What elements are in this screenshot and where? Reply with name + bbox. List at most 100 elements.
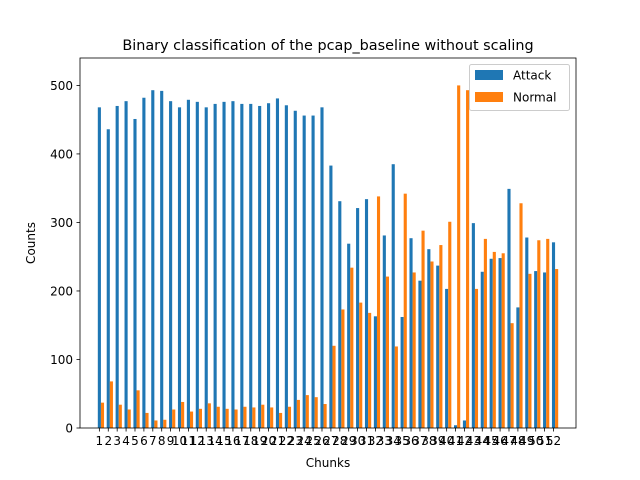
bar-normal-1: [100, 402, 105, 428]
bar-attack-31: [364, 199, 369, 428]
x-tick-label: 50: [528, 434, 543, 448]
bar-normal-6: [145, 412, 149, 428]
bar-attack-47: [507, 188, 511, 428]
x-tick-label: 23: [288, 434, 303, 448]
bar-normal-24: [305, 395, 309, 428]
bar-normal-23: [296, 399, 300, 428]
bar-attack-23: [293, 110, 297, 428]
x-tick-label: 49: [519, 434, 534, 448]
bar-attack-34: [391, 164, 395, 428]
bar-normal-3: [118, 404, 122, 428]
x-tick-label: 11: [181, 434, 196, 448]
plot-frame: [79, 57, 577, 429]
bar-attack-10: [177, 107, 182, 428]
bar-attack-36: [409, 238, 413, 428]
bar-normal-16: [234, 409, 238, 428]
x-tick-label: 9: [167, 434, 175, 448]
legend-label-normal: Normal: [513, 91, 556, 105]
bar-normal-39: [439, 245, 443, 428]
bar-normal-8: [163, 419, 167, 428]
bar-attack-52: [551, 242, 556, 428]
x-tick-label: 8: [158, 434, 166, 448]
bar-attack-38: [427, 249, 431, 428]
bar-normal-11: [189, 411, 194, 428]
bar-attack-5: [133, 118, 137, 429]
bar-normal-35: [403, 193, 407, 428]
x-tick-label: 3: [113, 434, 121, 448]
bar-normal-26: [323, 404, 327, 428]
x-tick-label: 25: [305, 434, 320, 448]
x-tick-label: 30: [350, 434, 365, 448]
x-tick-label: 16: [225, 434, 240, 448]
bar-normal-29: [350, 267, 354, 428]
bar-normal-44: [483, 238, 487, 428]
bar-normal-28: [341, 309, 345, 428]
x-tick-label: 35: [394, 434, 409, 448]
y-tick-label: 300: [50, 216, 73, 230]
bar-normal-5: [136, 390, 140, 428]
bar-normal-9: [172, 409, 176, 428]
bar-attack-32: [373, 316, 377, 428]
bar-attack-39: [436, 265, 440, 428]
x-tick-label: 26: [314, 434, 329, 448]
x-tick-label: 38: [421, 434, 436, 448]
bar-attack-26: [320, 107, 324, 428]
bar-normal-4: [127, 409, 131, 428]
bar-attack-30: [356, 208, 360, 428]
bar-normal-52: [555, 269, 559, 428]
ticks-layer: 1 2 3 4 5 6 7 8 91011121314151617181920212223242…: [50, 79, 561, 448]
bar-normal-32: [376, 196, 381, 428]
x-tick-label: 33: [377, 434, 392, 448]
bar-attack-37: [418, 280, 422, 428]
x-tick-label: 47: [501, 434, 516, 448]
bar-attack-44: [480, 271, 484, 428]
bar-normal-36: [412, 272, 416, 428]
bar-normal-14: [216, 406, 220, 428]
bar-attack-6: [142, 97, 146, 429]
bar-attack-40: [445, 288, 449, 428]
bar-normal-21: [279, 412, 283, 428]
y-tick-label: 200: [50, 284, 73, 298]
bar-attack-51: [543, 272, 547, 428]
bar-attack-42: [462, 420, 467, 428]
legend-label-attack: Attack: [513, 69, 551, 83]
bar-normal-49: [528, 273, 532, 428]
x-tick-label: 31: [359, 434, 374, 448]
x-tick-label: 36: [403, 434, 418, 448]
bar-attack-20: [267, 103, 271, 428]
bar-normal-30: [359, 302, 363, 428]
chart-title: Binary classification of the pcap_baseli…: [122, 38, 533, 54]
x-tick-label: 42: [457, 434, 472, 448]
y-tick-label: 0: [65, 422, 73, 436]
bar-normal-19: [261, 404, 265, 428]
bar-normal-34: [394, 346, 398, 428]
bar-normal-18: [252, 407, 256, 428]
bar-attack-8: [160, 90, 164, 428]
x-tick-label: 12: [190, 434, 205, 448]
bar-attack-13: [204, 107, 208, 428]
x-tick-label: 34: [386, 434, 401, 448]
bar-attack-18: [249, 103, 253, 428]
bar-attack-11: [186, 99, 190, 428]
bar-normal-48: [519, 203, 523, 428]
legend: Attack Normal: [469, 64, 570, 111]
y-tick-label: 500: [50, 79, 73, 93]
bar-normal-50: [537, 240, 541, 428]
x-tick-label: 22: [279, 434, 294, 448]
x-tick-label: 1: [96, 434, 104, 448]
bar-attack-7: [151, 90, 155, 428]
bar-normal-47: [510, 323, 514, 428]
bar-attack-48: [516, 307, 520, 428]
bar-attack-27: [329, 165, 333, 428]
bar-attack-50: [534, 271, 538, 428]
bar-normal-40: [448, 221, 452, 428]
bar-normal-13: [207, 403, 211, 428]
x-tick-label: 6: [140, 434, 148, 448]
bar-normal-45: [492, 251, 496, 428]
bar-normal-15: [225, 408, 229, 428]
bar-normal-22: [287, 406, 292, 428]
bar-attack-24: [302, 115, 306, 429]
x-tick-label: 51: [537, 434, 552, 448]
x-tick-label: 37: [412, 434, 427, 448]
